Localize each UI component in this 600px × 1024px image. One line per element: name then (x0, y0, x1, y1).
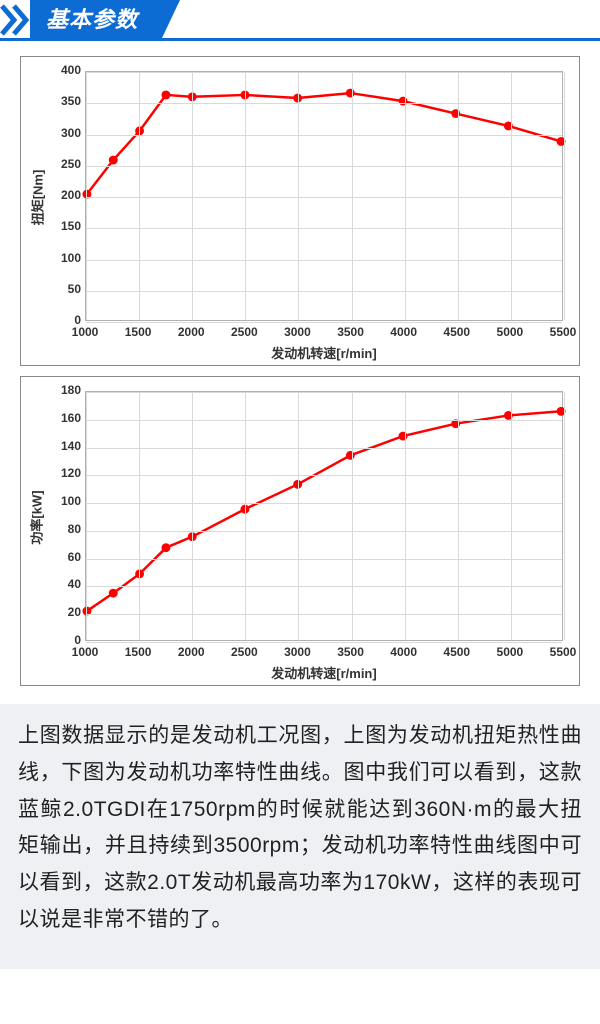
chart1-series (86, 72, 562, 320)
header-underline (0, 38, 600, 41)
chart2-plot (85, 391, 563, 641)
charts-container: 扭矩[Nm] 发动机转速[r/min] 05010015020025030035… (0, 44, 600, 704)
section-title: 基本参数 (46, 2, 138, 34)
chart2-x-label: 发动机转速[r/min] (85, 663, 563, 682)
power-chart: 功率[kW] 发动机转速[r/min] 02040608010012014016… (20, 376, 580, 686)
chart1-x-label: 发动机转速[r/min] (85, 343, 563, 362)
chart1-plot (85, 71, 563, 321)
section-header: 基本参数 (0, 0, 600, 44)
torque-chart: 扭矩[Nm] 发动机转速[r/min] 05010015020025030035… (20, 56, 580, 366)
description-text: 上图数据显示的是发动机工况图，上图为发动机扭矩热性曲线，下图为发动机功率特性曲线… (0, 704, 600, 969)
chart2-series (86, 392, 562, 640)
